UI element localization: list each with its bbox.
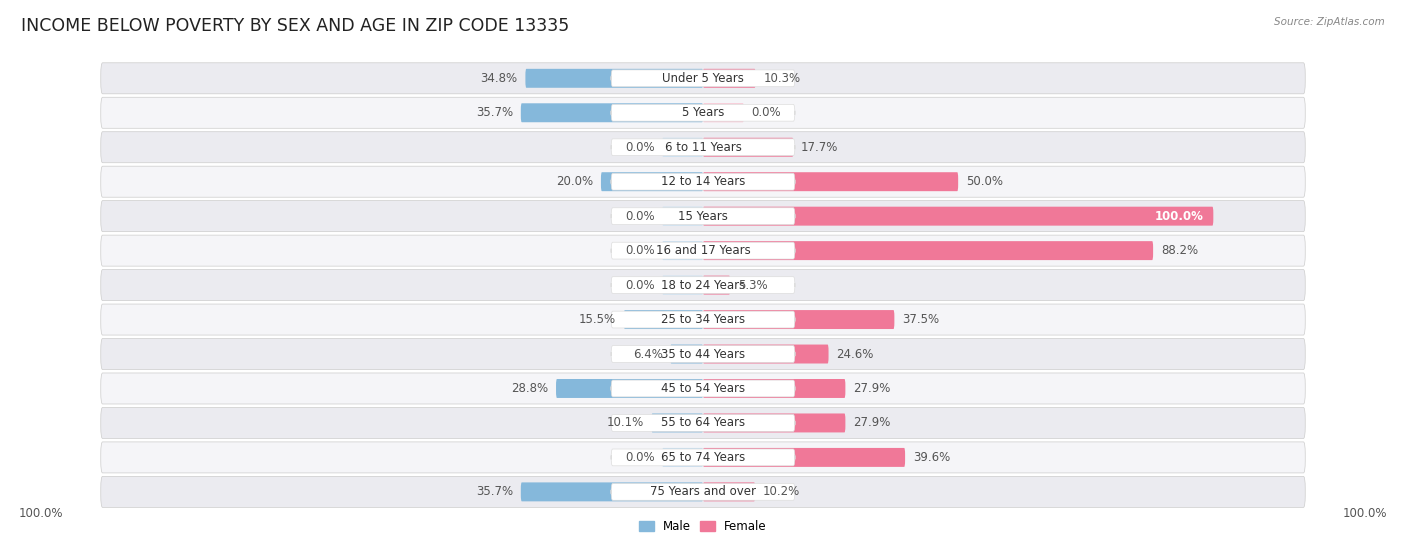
FancyBboxPatch shape <box>703 138 793 157</box>
FancyBboxPatch shape <box>101 269 1305 301</box>
Text: 0.0%: 0.0% <box>624 244 655 257</box>
Text: 100.0%: 100.0% <box>1154 210 1204 222</box>
FancyBboxPatch shape <box>662 207 703 226</box>
FancyBboxPatch shape <box>612 277 794 293</box>
FancyBboxPatch shape <box>662 448 703 467</box>
FancyBboxPatch shape <box>703 276 730 295</box>
Text: 6.4%: 6.4% <box>633 348 662 361</box>
Text: 0.0%: 0.0% <box>624 451 655 464</box>
FancyBboxPatch shape <box>612 449 794 466</box>
Text: 10.1%: 10.1% <box>606 416 644 429</box>
Text: 37.5%: 37.5% <box>903 313 939 326</box>
Text: 65 to 74 Years: 65 to 74 Years <box>661 451 745 464</box>
Text: 35.7%: 35.7% <box>477 485 513 499</box>
FancyBboxPatch shape <box>612 173 794 190</box>
FancyBboxPatch shape <box>101 235 1305 266</box>
FancyBboxPatch shape <box>662 276 703 295</box>
Text: 24.6%: 24.6% <box>837 348 873 361</box>
Text: 6 to 11 Years: 6 to 11 Years <box>665 141 741 154</box>
FancyBboxPatch shape <box>612 380 794 397</box>
FancyBboxPatch shape <box>662 241 703 260</box>
Text: 100.0%: 100.0% <box>1343 507 1386 520</box>
Text: Source: ZipAtlas.com: Source: ZipAtlas.com <box>1274 17 1385 27</box>
Text: 5.3%: 5.3% <box>738 278 768 292</box>
FancyBboxPatch shape <box>101 476 1305 508</box>
Text: 34.8%: 34.8% <box>481 72 517 85</box>
Text: 10.2%: 10.2% <box>762 485 800 499</box>
Text: 0.0%: 0.0% <box>624 141 655 154</box>
Text: 16 and 17 Years: 16 and 17 Years <box>655 244 751 257</box>
Text: 0.0%: 0.0% <box>624 210 655 222</box>
FancyBboxPatch shape <box>101 442 1305 473</box>
Text: 28.8%: 28.8% <box>512 382 548 395</box>
FancyBboxPatch shape <box>612 139 794 155</box>
FancyBboxPatch shape <box>600 172 703 191</box>
FancyBboxPatch shape <box>101 201 1305 231</box>
FancyBboxPatch shape <box>703 172 957 191</box>
Text: 100.0%: 100.0% <box>20 507 63 520</box>
Text: 12 to 14 Years: 12 to 14 Years <box>661 175 745 188</box>
FancyBboxPatch shape <box>101 97 1305 128</box>
FancyBboxPatch shape <box>703 379 845 398</box>
Text: 88.2%: 88.2% <box>1161 244 1198 257</box>
FancyBboxPatch shape <box>612 242 794 259</box>
FancyBboxPatch shape <box>703 241 1153 260</box>
Text: 25 to 34 Years: 25 to 34 Years <box>661 313 745 326</box>
Text: 50.0%: 50.0% <box>966 175 1002 188</box>
Text: 35 to 44 Years: 35 to 44 Years <box>661 348 745 361</box>
FancyBboxPatch shape <box>703 310 894 329</box>
Text: 17.7%: 17.7% <box>801 141 838 154</box>
Text: 15 Years: 15 Years <box>678 210 728 222</box>
Text: INCOME BELOW POVERTY BY SEX AND AGE IN ZIP CODE 13335: INCOME BELOW POVERTY BY SEX AND AGE IN Z… <box>21 17 569 35</box>
FancyBboxPatch shape <box>624 310 703 329</box>
FancyBboxPatch shape <box>526 69 703 88</box>
FancyBboxPatch shape <box>612 70 794 87</box>
Text: 55 to 64 Years: 55 to 64 Years <box>661 416 745 429</box>
FancyBboxPatch shape <box>101 132 1305 163</box>
FancyBboxPatch shape <box>101 408 1305 438</box>
Text: 75 Years and over: 75 Years and over <box>650 485 756 499</box>
FancyBboxPatch shape <box>703 414 845 433</box>
FancyBboxPatch shape <box>703 482 755 501</box>
Text: 39.6%: 39.6% <box>912 451 950 464</box>
Text: 5 Years: 5 Years <box>682 106 724 119</box>
Text: Under 5 Years: Under 5 Years <box>662 72 744 85</box>
FancyBboxPatch shape <box>520 103 703 122</box>
FancyBboxPatch shape <box>612 105 794 121</box>
FancyBboxPatch shape <box>703 103 744 122</box>
FancyBboxPatch shape <box>612 415 794 432</box>
Text: 0.0%: 0.0% <box>624 278 655 292</box>
FancyBboxPatch shape <box>671 344 703 363</box>
FancyBboxPatch shape <box>703 207 1213 226</box>
FancyBboxPatch shape <box>703 344 828 363</box>
Text: 35.7%: 35.7% <box>477 106 513 119</box>
FancyBboxPatch shape <box>520 482 703 501</box>
FancyBboxPatch shape <box>101 166 1305 197</box>
FancyBboxPatch shape <box>662 138 703 157</box>
FancyBboxPatch shape <box>101 339 1305 369</box>
Text: 27.9%: 27.9% <box>853 416 890 429</box>
FancyBboxPatch shape <box>101 304 1305 335</box>
Text: 45 to 54 Years: 45 to 54 Years <box>661 382 745 395</box>
FancyBboxPatch shape <box>101 373 1305 404</box>
Text: 18 to 24 Years: 18 to 24 Years <box>661 278 745 292</box>
Legend: Male, Female: Male, Female <box>634 516 772 538</box>
FancyBboxPatch shape <box>651 414 703 433</box>
FancyBboxPatch shape <box>612 345 794 362</box>
Text: 27.9%: 27.9% <box>853 382 890 395</box>
FancyBboxPatch shape <box>612 311 794 328</box>
FancyBboxPatch shape <box>612 208 794 225</box>
Text: 15.5%: 15.5% <box>579 313 616 326</box>
Text: 10.3%: 10.3% <box>763 72 800 85</box>
FancyBboxPatch shape <box>703 69 755 88</box>
Text: 0.0%: 0.0% <box>751 106 782 119</box>
FancyBboxPatch shape <box>101 63 1305 94</box>
Text: 20.0%: 20.0% <box>557 175 593 188</box>
FancyBboxPatch shape <box>555 379 703 398</box>
FancyBboxPatch shape <box>703 448 905 467</box>
FancyBboxPatch shape <box>612 484 794 500</box>
